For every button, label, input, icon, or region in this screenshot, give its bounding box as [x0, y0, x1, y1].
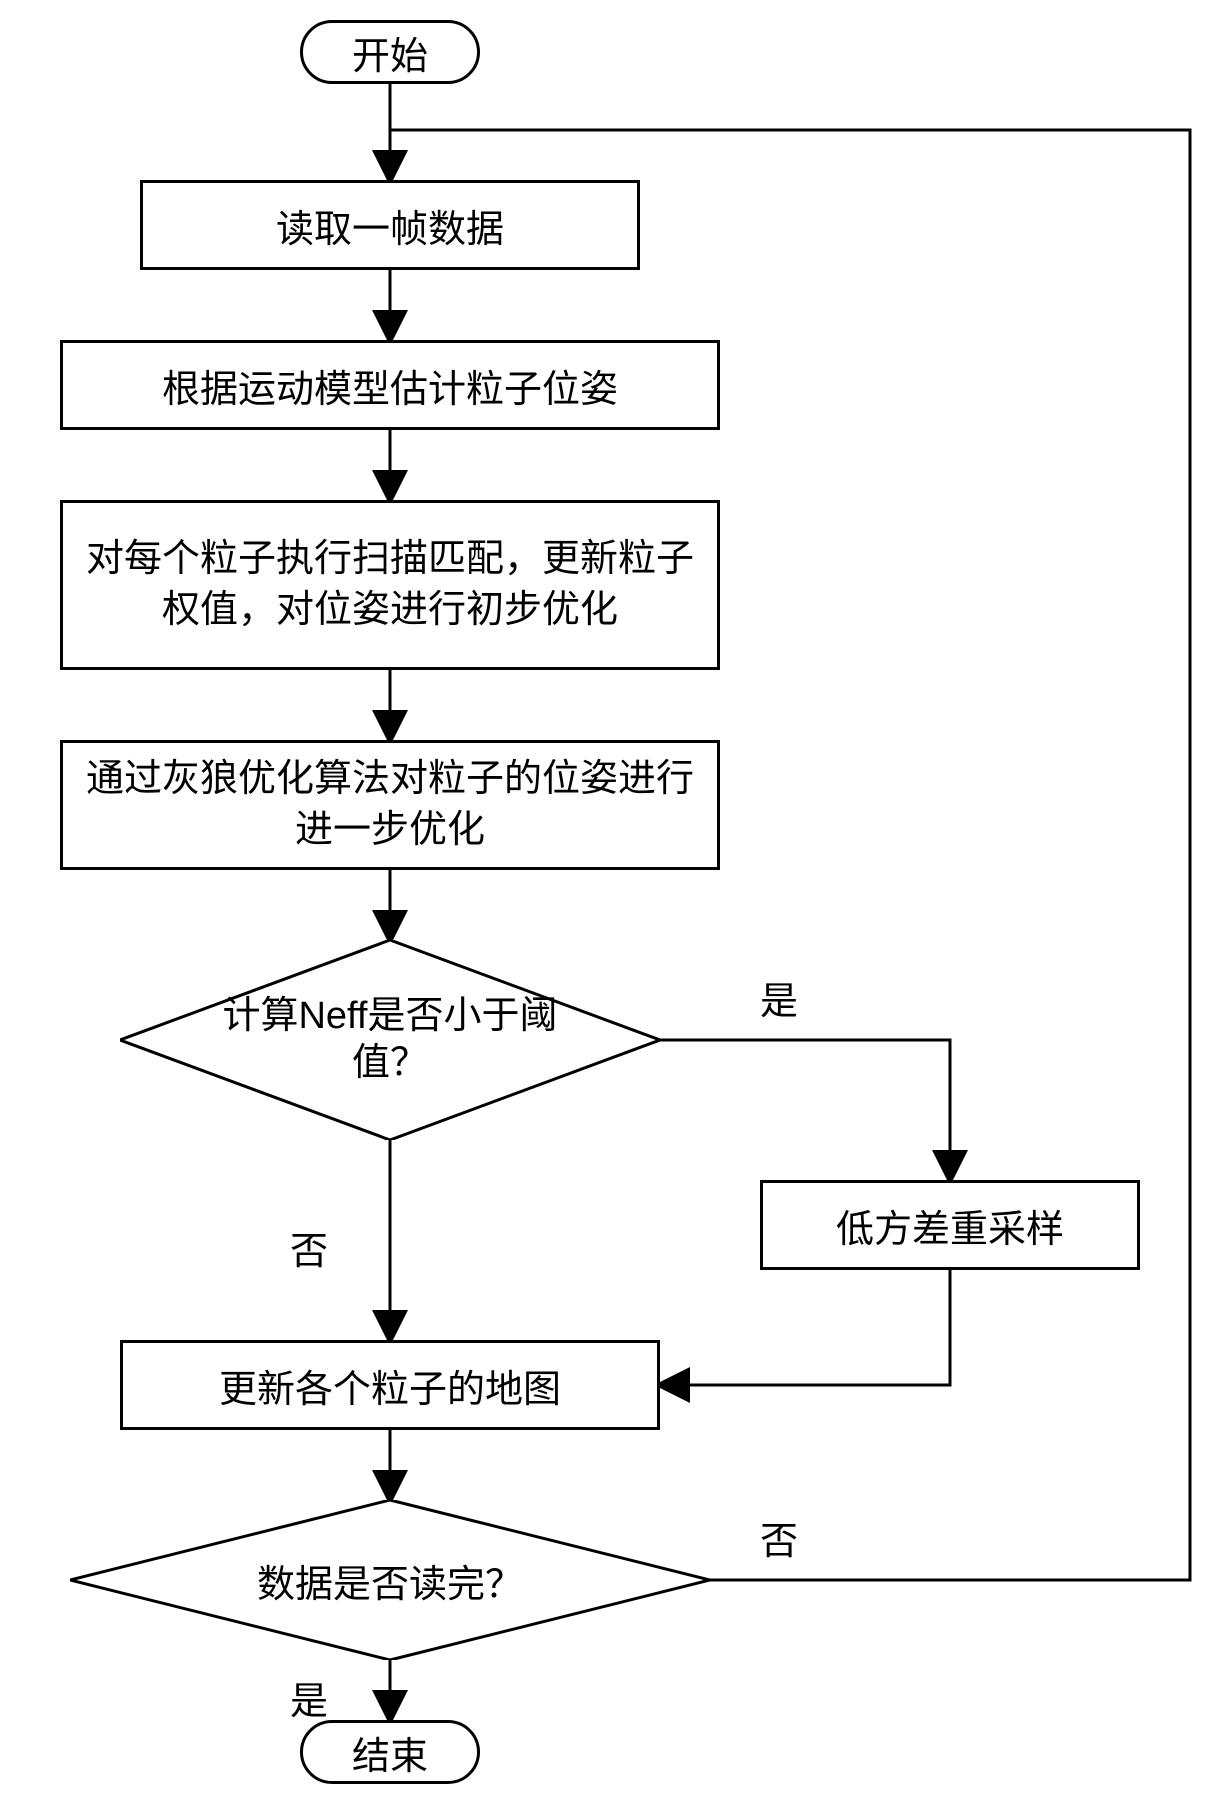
edge-label-d1-yes: 是: [760, 970, 798, 1025]
edge-label-d1-no: 否: [290, 1220, 328, 1275]
edge-label-d2-yes: 是: [290, 1670, 328, 1725]
process-gwo-optimize-label: 通过灰狼优化算法对粒子的位姿进行进一步优化: [79, 754, 701, 857]
end-label: 结束: [352, 1725, 428, 1780]
decision-data-done: 数据是否读完？: [70, 1500, 710, 1660]
process-scan-match: 对每个粒子执行扫描匹配，更新粒子权值，对位姿进行初步优化: [60, 500, 720, 670]
decision-neff: 计算Neff是否小于阈值？: [120, 940, 660, 1140]
start-label: 开始: [352, 25, 428, 80]
decision-data-done-label: 数据是否读完？: [257, 1553, 523, 1608]
process-resample: 低方差重采样: [760, 1180, 1140, 1270]
process-update-map: 更新各个粒子的地图: [120, 1340, 660, 1430]
flowchart-canvas: 开始 读取一帧数据 根据运动模型估计粒子位姿 对每个粒子执行扫描匹配，更新粒子权…: [0, 0, 1232, 1794]
end-terminator: 结束: [300, 1720, 480, 1784]
process-read-frame: 读取一帧数据: [140, 180, 640, 270]
edge-label-d2-no: 否: [760, 1510, 798, 1565]
process-gwo-optimize: 通过灰狼优化算法对粒子的位姿进行进一步优化: [60, 740, 720, 870]
process-scan-match-label: 对每个粒子执行扫描匹配，更新粒子权值，对位姿进行初步优化: [79, 534, 701, 637]
process-update-map-label: 更新各个粒子的地图: [219, 1358, 561, 1413]
process-estimate-pose: 根据运动模型估计粒子位姿: [60, 340, 720, 430]
process-resample-label: 低方差重采样: [836, 1198, 1064, 1253]
decision-neff-label: 计算Neff是否小于阈值？: [200, 993, 580, 1088]
process-read-frame-label: 读取一帧数据: [276, 198, 504, 253]
start-terminator: 开始: [300, 20, 480, 84]
process-estimate-pose-label: 根据运动模型估计粒子位姿: [162, 358, 618, 413]
